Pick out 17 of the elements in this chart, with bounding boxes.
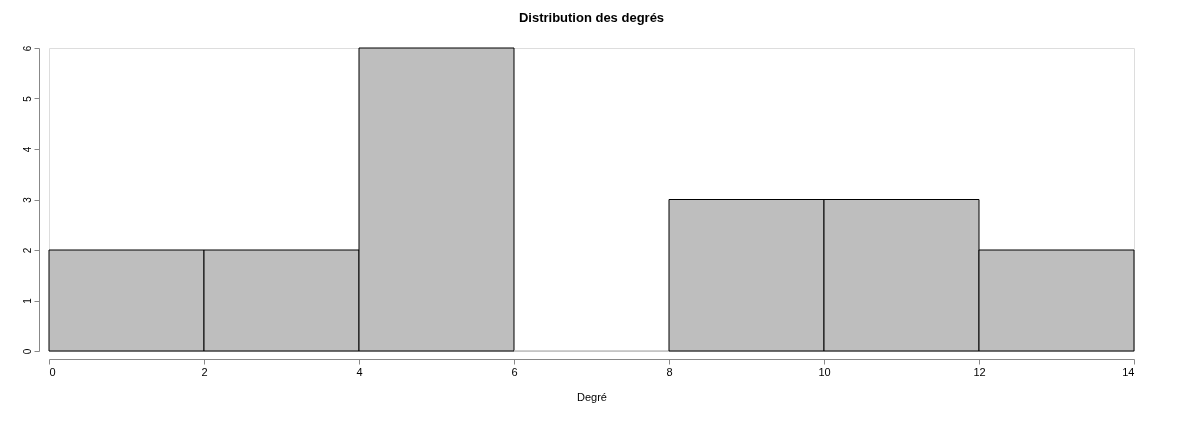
x-tick-label: 0 bbox=[49, 365, 56, 378]
chart-title: Distribution des degrés bbox=[518, 10, 665, 26]
x-tick-label: 8 bbox=[666, 365, 673, 378]
x-tick-label: 12 bbox=[973, 365, 986, 378]
x-tick-label: 2 bbox=[201, 365, 208, 378]
y-tick-label: 0 bbox=[21, 348, 33, 355]
x-axis-title: Degré bbox=[577, 390, 607, 403]
y-tick-label: 5 bbox=[21, 95, 33, 102]
x-tick-label: 10 bbox=[818, 365, 831, 378]
y-tick-label: 6 bbox=[21, 45, 33, 52]
y-tick-label: 1 bbox=[21, 297, 33, 304]
x-tick-label: 14 bbox=[1122, 365, 1135, 378]
x-tick-label: 6 bbox=[511, 365, 518, 378]
y-tick-label: 4 bbox=[21, 146, 33, 153]
y-tick-label: 2 bbox=[21, 247, 33, 254]
x-tick-label: 4 bbox=[356, 365, 363, 378]
y-tick-label: 3 bbox=[21, 196, 33, 203]
